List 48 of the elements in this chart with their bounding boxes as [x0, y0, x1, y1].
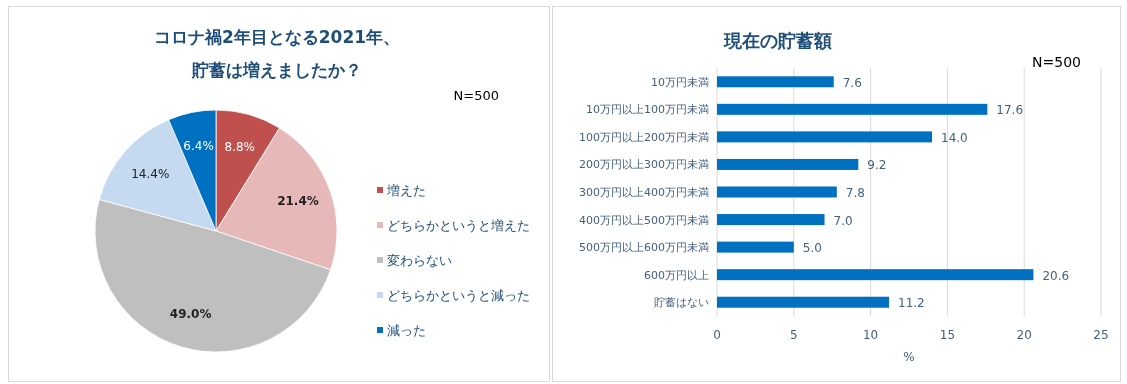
bar	[717, 269, 1034, 281]
data-label: 17.6	[996, 103, 1024, 118]
data-label: 7.0	[833, 213, 853, 228]
x-tick-label: 15	[939, 328, 956, 342]
y-tick-label: 500万円以上600万円未満	[579, 241, 709, 255]
text: N=500	[453, 88, 499, 103]
data-label: 7.6	[842, 75, 862, 90]
bar	[717, 296, 890, 308]
legend-label: どちらかというと減った	[387, 288, 530, 303]
y-tick-label: 100万円以上200万円未満	[579, 130, 709, 144]
data-label: 21.4%	[277, 194, 319, 209]
x-tick-label: 10	[862, 328, 879, 342]
chart-title: コロナ禍2年目となる2021年、貯蓄は増えましたか？	[153, 27, 401, 80]
y-tick-label: 200万円以上300万円未満	[579, 158, 709, 172]
data-label: 6.4%	[183, 138, 214, 153]
data-label: 11.2	[898, 296, 925, 311]
x-tick-label: 0	[713, 328, 721, 342]
data-label: 49.0%	[169, 307, 212, 322]
legend-label: どちらかというと増えた	[387, 218, 530, 233]
x-tick-label: 5	[789, 328, 798, 342]
bar	[717, 241, 794, 253]
legend-label: 減った	[387, 323, 426, 338]
y-tick-label: 10万円未満	[651, 75, 709, 89]
y-tick-label: 300万円以上400万円未満	[579, 186, 709, 199]
data-label: 9.2	[867, 158, 887, 173]
bar	[717, 186, 837, 198]
data-label: 5.0	[802, 241, 822, 256]
legend-label: 変わらない	[387, 253, 452, 268]
y-tick-label: 貯蓄はない	[654, 296, 709, 310]
y-tick-label: 10万円以上100万円未満	[586, 103, 709, 117]
chart-title: 現在の貯蓄額	[723, 30, 832, 51]
y-tick-label: 600万円以上	[644, 268, 709, 282]
annotation: N=500	[1032, 54, 1081, 70]
legend-label: 増えた	[386, 183, 426, 198]
bar	[717, 131, 933, 143]
bar	[717, 158, 859, 170]
x-axis-title: %	[903, 350, 915, 364]
x-tick-label: 20	[1016, 328, 1032, 342]
data-label: 8.8%	[224, 140, 256, 155]
y-tick-label: 400万円以上500万円未満	[579, 213, 709, 227]
x-tick-label: 25	[1093, 328, 1109, 342]
data-label: 14.0	[941, 130, 968, 145]
data-label: 14.4%	[131, 166, 170, 181]
bar	[717, 214, 825, 226]
data-label: 20.6	[1042, 268, 1070, 283]
data-label: 7.8	[845, 186, 865, 200]
bar	[717, 76, 834, 88]
bar	[717, 103, 988, 115]
